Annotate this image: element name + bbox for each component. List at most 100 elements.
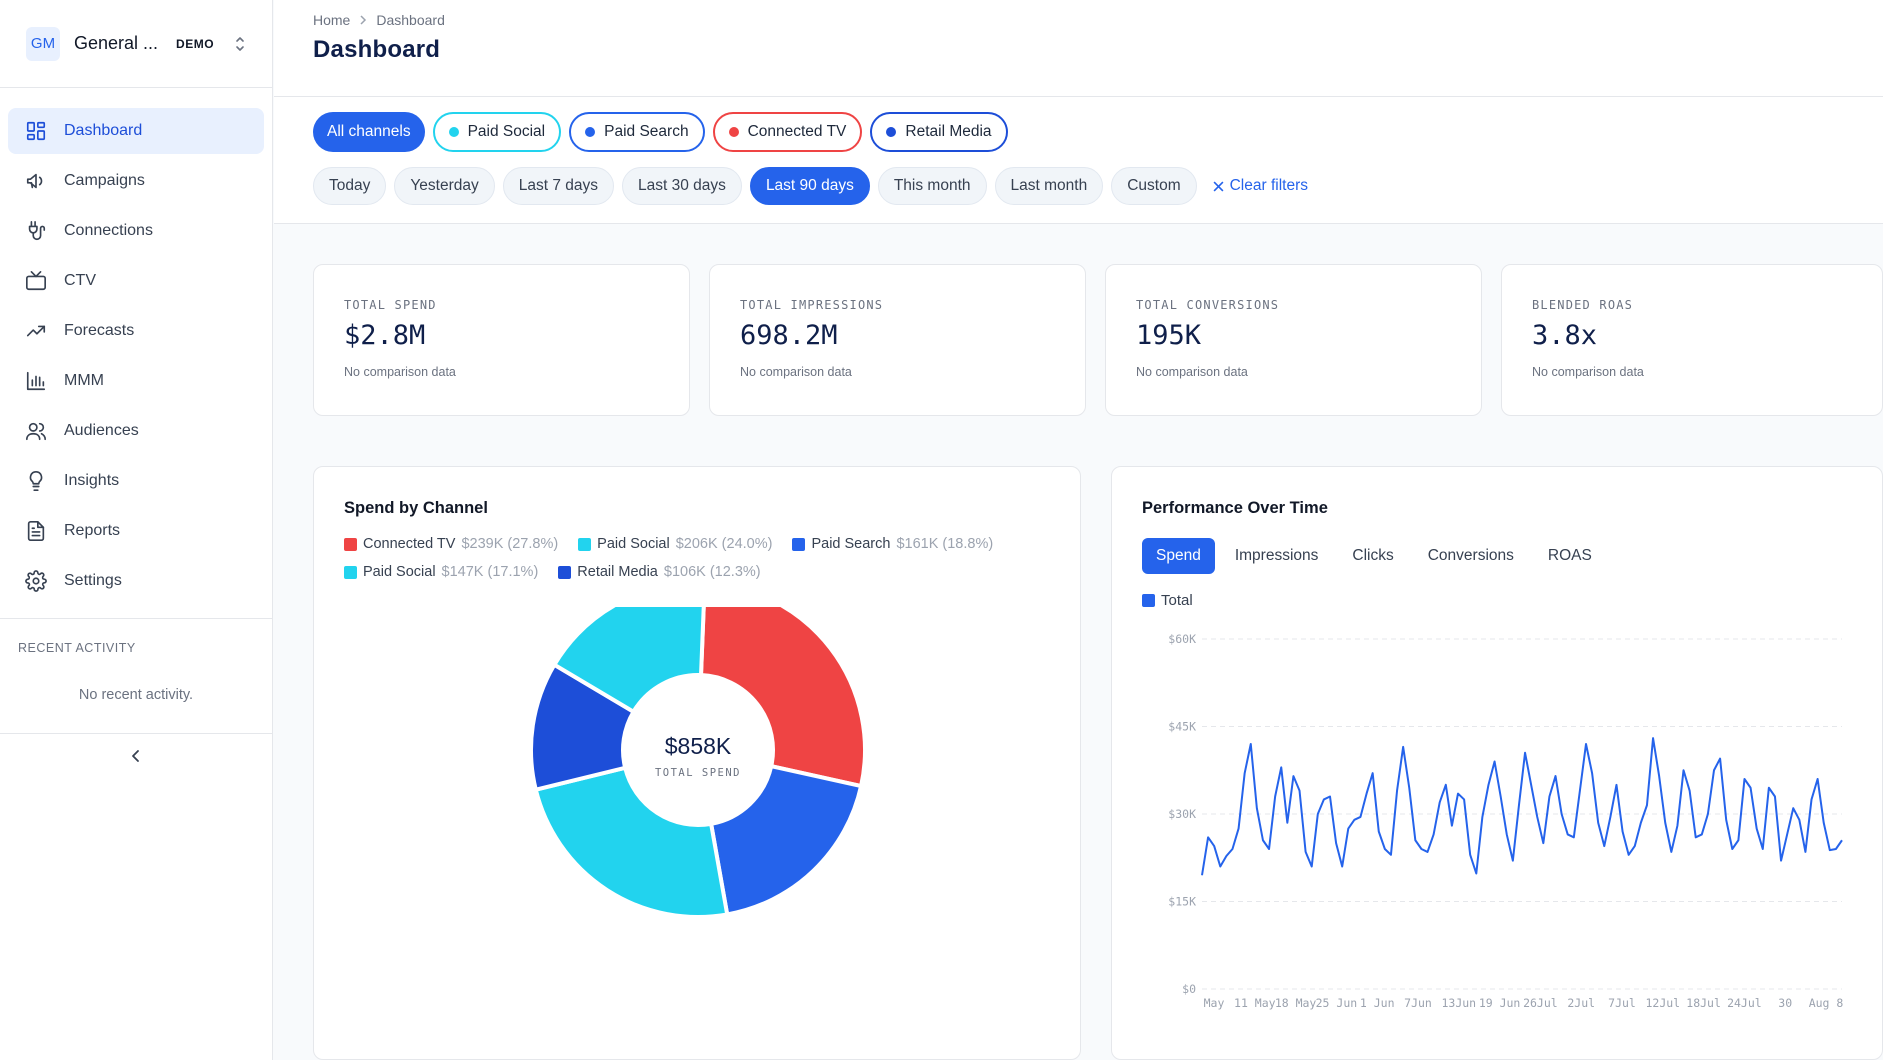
- clear-filters-button[interactable]: Clear filters: [1213, 177, 1308, 195]
- channel-filter-retail-media[interactable]: Retail Media: [870, 112, 1008, 152]
- x-tick-label: 18Jul: [1686, 996, 1721, 1010]
- legend-swatch: [558, 565, 572, 579]
- kpi-card-spend: TOTAL SPEND $2.8M No comparison data: [313, 264, 690, 416]
- date-filter-this-month[interactable]: This month: [877, 167, 987, 205]
- dot-icon: [886, 127, 897, 137]
- tab-spend[interactable]: Spend: [1142, 538, 1215, 574]
- sidebar: GM General ... DEMO Dashboard Campaigns Co…: [0, 0, 273, 1060]
- kpi-comparison: No comparison data: [344, 365, 456, 379]
- sidebar-item-forecasts[interactable]: Forecasts: [8, 308, 264, 354]
- gear-icon: [24, 569, 48, 593]
- sidebar-item-settings[interactable]: Settings: [8, 558, 264, 604]
- legend-swatch: [1142, 594, 1155, 607]
- date-filter-last-90-days[interactable]: Last 90 days: [749, 167, 870, 205]
- x-tick-label: 30: [1778, 996, 1792, 1010]
- channel-filter-connected-tv[interactable]: Connected TV: [712, 112, 863, 152]
- donut-slice-connected-tv[interactable]: [698, 607, 867, 789]
- date-filter-last-month[interactable]: Last month: [994, 167, 1104, 205]
- demo-badge: DEMO: [176, 36, 215, 51]
- tab-roas[interactable]: ROAS: [1547, 547, 1592, 564]
- panel-title: Spend by Channel: [344, 499, 488, 517]
- kpi-label: TOTAL IMPRESSIONS: [740, 298, 884, 312]
- sidebar-item-dashboard[interactable]: Dashboard: [8, 108, 264, 154]
- sidebar-item-label: Reports: [64, 522, 121, 539]
- legend-amount: $206K (24.0%): [675, 536, 773, 552]
- x-tick-label: 13Jun: [1441, 996, 1476, 1010]
- legend-swatch: [578, 537, 592, 551]
- plug-icon: [24, 219, 48, 243]
- channel-filter-all[interactable]: All channels: [313, 112, 425, 152]
- x-tick-label: 12Jul: [1645, 996, 1680, 1010]
- filter-bar: All channels Paid Social Paid Search Con…: [274, 97, 1883, 224]
- channel-filter-paid-social[interactable]: Paid Social: [432, 112, 562, 152]
- legend-swatch: [344, 537, 357, 551]
- recent-activity-empty: No recent activity.: [78, 687, 194, 703]
- chip-label: Retail Media: [905, 123, 992, 140]
- breadcrumb-home[interactable]: Home: [313, 12, 351, 28]
- legend-label: Total: [1161, 592, 1193, 609]
- kpi-label: TOTAL CONVERSIONS: [1136, 298, 1280, 312]
- legend-swatch: [344, 565, 357, 579]
- megaphone-icon: [24, 169, 48, 193]
- date-filter-custom[interactable]: Custom: [1111, 167, 1197, 205]
- legend-label: Paid Social: [363, 564, 436, 580]
- recent-activity-title: RECENT ACTIVITY: [18, 641, 136, 655]
- date-filter-yesterday[interactable]: Yesterday: [394, 167, 495, 205]
- collapse-sidebar-button[interactable]: [0, 733, 272, 777]
- date-filter-last-30-days[interactable]: Last 30 days: [622, 167, 742, 205]
- kpi-card-conversions: TOTAL CONVERSIONS 195K No comparison dat…: [1105, 264, 1482, 416]
- channel-filter-paid-search[interactable]: Paid Search: [569, 112, 705, 152]
- tab-clicks[interactable]: Clicks: [1352, 547, 1394, 564]
- org-switcher[interactable]: GM General ... DEMO: [0, 0, 272, 88]
- legend-label: Paid Search: [811, 536, 891, 552]
- metric-tabs: Spend Impressions Clicks Conversions ROAS: [1142, 538, 1882, 574]
- sidebar-item-audiences[interactable]: Audiences: [8, 408, 264, 454]
- y-tick-label: $45K: [1168, 720, 1196, 734]
- sidebar-item-label: CTV: [64, 272, 96, 289]
- legend-amount: $161K (18.8%): [896, 536, 994, 552]
- sidebar-item-label: Audiences: [64, 422, 139, 439]
- panel-title: Performance Over Time: [1142, 499, 1328, 517]
- tv-icon: [24, 269, 48, 293]
- divider: [0, 618, 272, 619]
- y-tick-label: $30K: [1168, 807, 1196, 821]
- kpi-label: TOTAL SPEND: [344, 298, 437, 312]
- dot-icon: [448, 127, 459, 137]
- chevron-left-icon[interactable]: [129, 749, 143, 763]
- tab-conversions[interactable]: Conversions: [1427, 547, 1514, 564]
- date-filter-today[interactable]: Today: [313, 167, 387, 205]
- x-tick-label: 7Jul: [1608, 996, 1636, 1010]
- line-legend: Total: [1142, 592, 1882, 609]
- donut-slice-paid-social[interactable]: [551, 607, 706, 715]
- series-line-total[interactable]: [1201, 737, 1843, 876]
- donut-slice-paid-search[interactable]: [708, 763, 864, 917]
- x-tick-label: May: [1204, 996, 1225, 1010]
- sidebar-item-reports[interactable]: Reports: [8, 508, 264, 554]
- kpi-value: 3.8x: [1532, 320, 1598, 351]
- chevron-up-down-icon[interactable]: [234, 35, 246, 53]
- sidebar-item-campaigns[interactable]: Campaigns: [8, 158, 264, 204]
- donut-slice-paid-social[interactable]: [533, 765, 730, 919]
- sidebar-item-mmm[interactable]: MMM: [8, 358, 264, 404]
- x-tick-label: 18 May: [1275, 996, 1317, 1010]
- spend-by-channel-panel: Spend by Channel Connected TV $239K (27.8…: [313, 466, 1081, 1060]
- x-tick-label: 2Jul: [1567, 996, 1595, 1010]
- breadcrumb: Home Dashboard: [313, 12, 1883, 28]
- date-filter-last-7-days[interactable]: Last 7 days: [502, 167, 615, 205]
- sidebar-item-label: Insights: [64, 472, 120, 489]
- page-header: Home Dashboard Dashboard: [274, 0, 1883, 97]
- sidebar-item-connections[interactable]: Connections: [8, 208, 264, 254]
- kpi-value: $2.8M: [344, 320, 426, 351]
- y-tick-label: $15K: [1168, 895, 1196, 909]
- sidebar-item-ctv[interactable]: CTV: [8, 258, 264, 304]
- bar-chart-icon: [24, 369, 48, 393]
- sidebar-item-label: MMM: [64, 372, 104, 389]
- tab-impressions[interactable]: Impressions: [1234, 547, 1319, 564]
- kpi-value: 195K: [1136, 320, 1202, 351]
- sidebar-item-insights[interactable]: Insights: [8, 458, 264, 504]
- spend-donut-chart: $858K TOTAL SPEND: [529, 607, 867, 919]
- chip-label: Paid Search: [604, 123, 689, 140]
- dot-icon: [728, 127, 739, 137]
- trending-up-icon: [24, 319, 48, 343]
